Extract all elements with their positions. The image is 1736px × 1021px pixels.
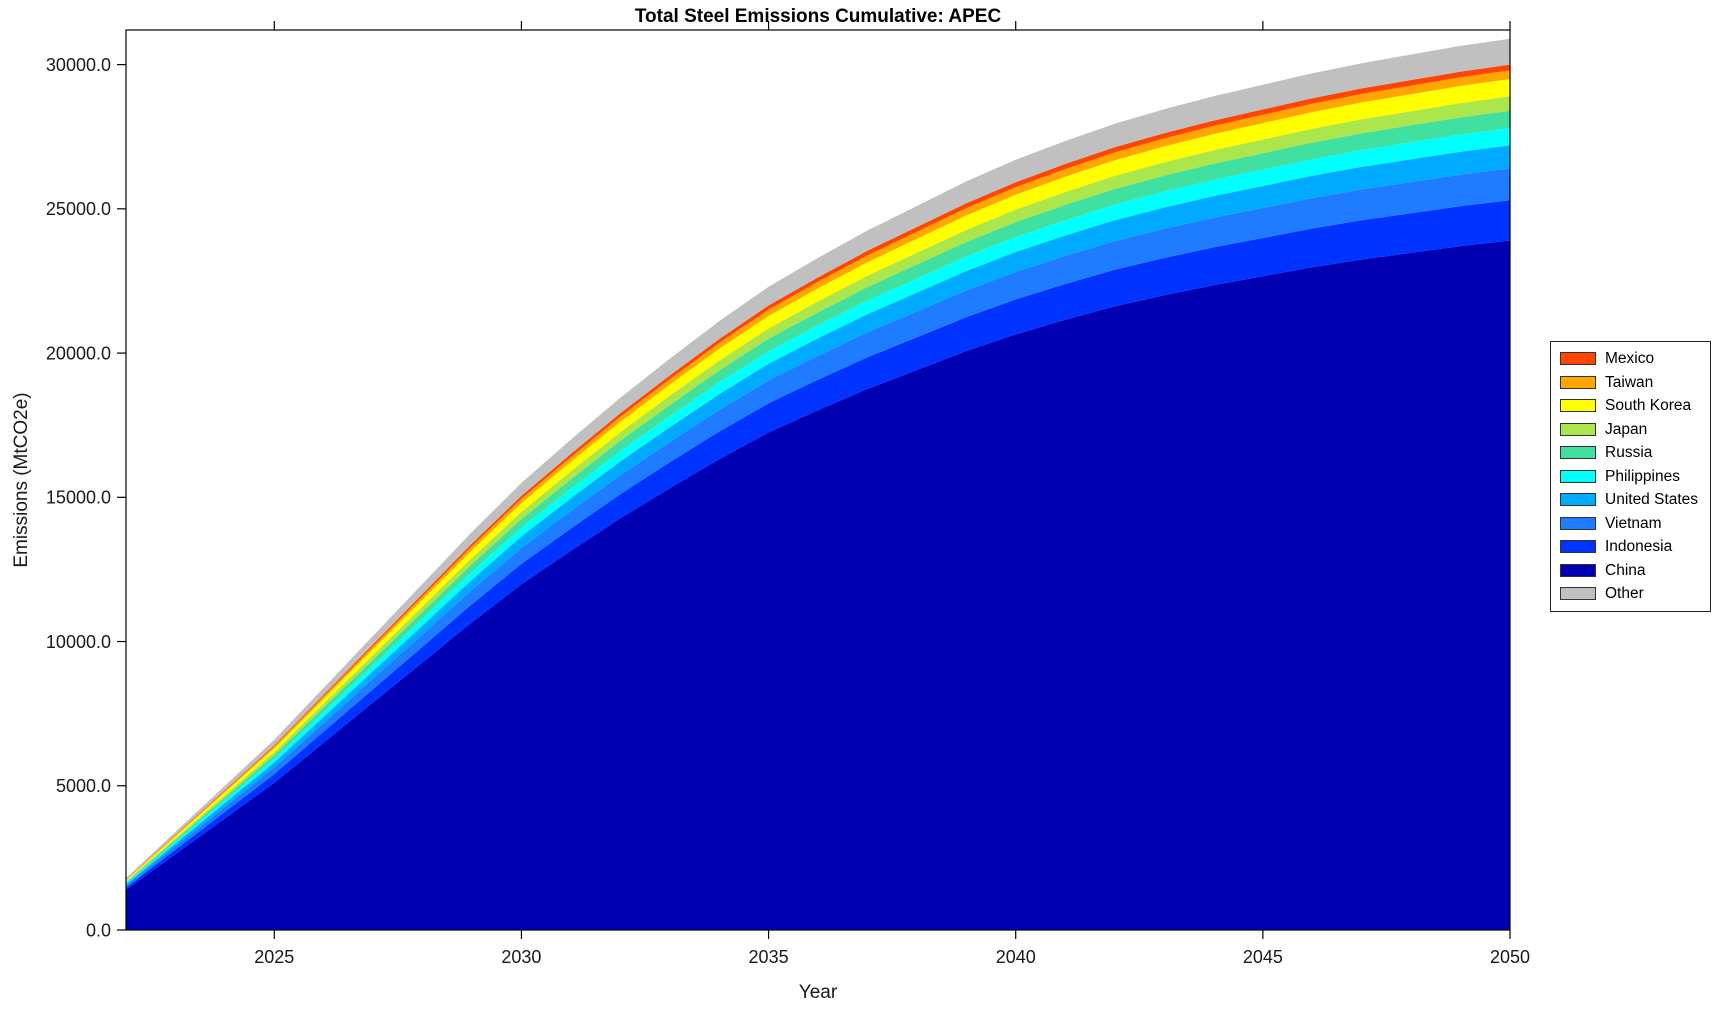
legend-item: Taiwan [1560, 373, 1698, 391]
legend-item: China [1560, 561, 1698, 579]
legend-label: Other [1605, 585, 1644, 602]
legend-label: Japan [1605, 420, 1648, 438]
legend-item: United States [1560, 492, 1698, 508]
x-axis-label: Year [798, 982, 838, 1003]
legend-swatch [1560, 446, 1596, 460]
legend-item: Mexico [1560, 351, 1698, 367]
legend-swatch [1560, 587, 1596, 601]
y-tick-label: 20000.0 [46, 343, 111, 363]
legend-swatch [1560, 469, 1596, 483]
legend-swatch [1560, 563, 1596, 577]
y-tick-label: 25000.0 [46, 199, 111, 219]
chart-title: Total Steel Emissions Cumulative: APEC [634, 6, 1002, 27]
x-tick-label: 2045 [1243, 947, 1283, 967]
legend-item: Vietnam [1560, 514, 1698, 532]
legend-label: United States [1605, 491, 1699, 508]
legend-item: South Korea [1560, 398, 1698, 414]
legend-swatch [1560, 352, 1596, 366]
legend-swatch [1560, 399, 1596, 413]
legend-item: Japan [1560, 420, 1698, 438]
y-tick-label: 5000.0 [56, 776, 111, 796]
x-tick-label: 2040 [996, 947, 1036, 967]
axes: 2025 2030 2035 2040 2045 2050 0.0 5000.0 10000.0… [46, 21, 1530, 967]
legend-item: Russia [1560, 445, 1698, 461]
legend-swatch [1560, 493, 1596, 507]
legend-label: Taiwan [1605, 373, 1654, 391]
legend-label: Russia [1605, 444, 1653, 461]
y-tick-label: 15000.0 [46, 488, 111, 508]
y-tick-label: 30000.0 [46, 55, 111, 75]
legend-swatch [1560, 375, 1596, 389]
legend-swatch [1560, 540, 1596, 554]
x-tick-label: 2050 [1490, 947, 1530, 967]
legend-swatch [1560, 422, 1596, 436]
legend-label: Mexico [1605, 350, 1655, 367]
legend-label: China [1605, 561, 1646, 579]
stacked-areas [126, 38, 1510, 930]
y-tick-label: 10000.0 [46, 632, 111, 652]
legend-label: Indonesia [1605, 538, 1673, 555]
legend-swatch [1560, 516, 1596, 530]
x-tick-label: 2035 [749, 947, 789, 967]
legend-label: South Korea [1605, 397, 1692, 414]
area-china [126, 240, 1510, 930]
legend-item: Indonesia [1560, 539, 1698, 555]
y-tick-label: 0.0 [86, 920, 111, 940]
legend-label: Vietnam [1605, 514, 1662, 532]
legend: Mexico Taiwan South Korea Japan Russia Philip… [1550, 341, 1712, 612]
legend-item: Other [1560, 586, 1698, 602]
x-tick-label: 2030 [501, 947, 541, 967]
x-tick-label: 2025 [254, 947, 294, 967]
legend-label: Philippines [1605, 467, 1680, 485]
legend-item: Philippines [1560, 467, 1698, 485]
